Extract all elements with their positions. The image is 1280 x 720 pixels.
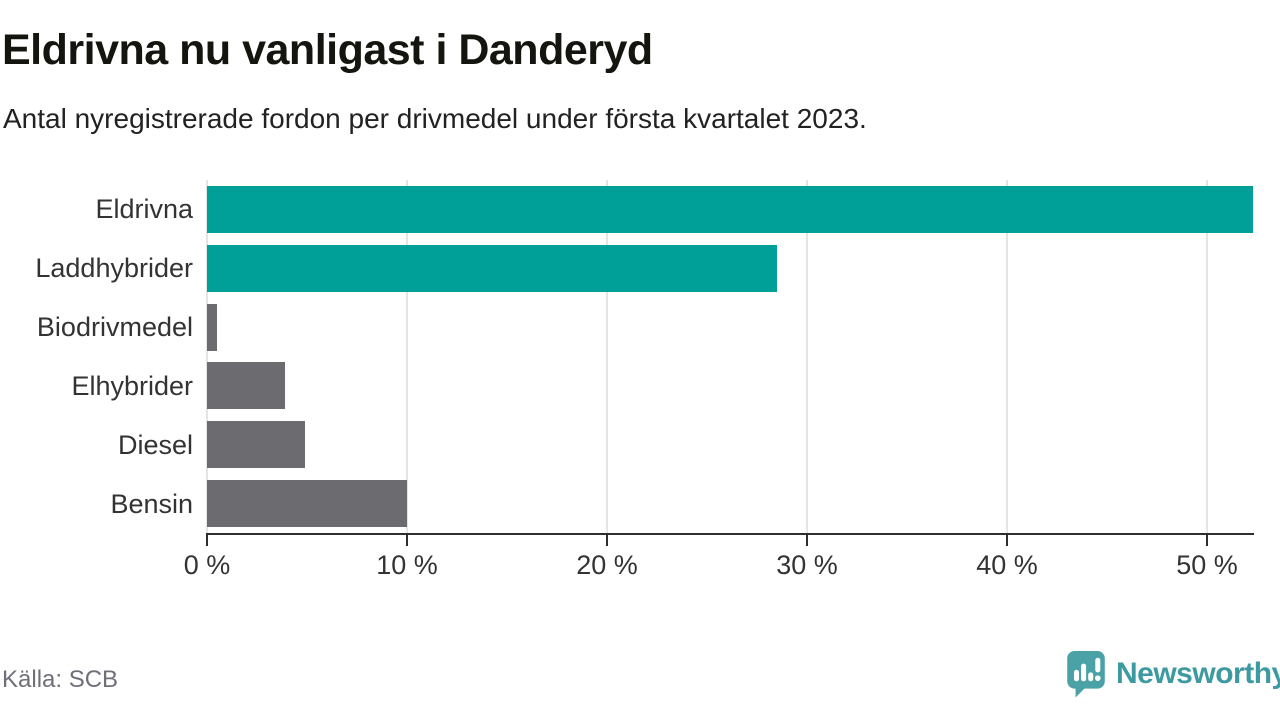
x-tick-label: 10 % [376, 550, 438, 580]
bar-bensin [207, 480, 407, 528]
x-tick [206, 535, 208, 546]
chart-title: Eldrivna nu vanligast i Danderyd [2, 26, 653, 74]
bar-diesel [207, 421, 305, 469]
x-tick [1206, 535, 1208, 546]
bar-laddhybrider [207, 244, 777, 292]
gridline [806, 180, 808, 533]
x-tick [406, 535, 408, 546]
x-tick [1006, 535, 1008, 546]
x-tick [606, 535, 608, 546]
newsworthy-icon [1067, 651, 1105, 698]
brand-name: Newsworthy [1116, 657, 1280, 690]
bar-eldrivna [207, 185, 1253, 233]
x-tick-label: 40 % [976, 550, 1038, 580]
gridline [206, 180, 208, 533]
gridline [1206, 180, 1208, 533]
x-tick-label: 50 % [1176, 550, 1238, 580]
category-label: Elhybrider [71, 370, 193, 401]
gridline [406, 180, 408, 533]
gridline [606, 180, 608, 533]
category-label: Eldrivna [95, 194, 193, 225]
chart-subtitle: Antal nyregistrerade fordon per drivmede… [3, 103, 867, 134]
category-label: Diesel [117, 429, 193, 460]
source-label: Källa: SCB [2, 666, 119, 693]
x-tick [806, 535, 808, 546]
brand-logo: Newsworthy [1066, 650, 1280, 698]
category-label: Biodrivmedel [36, 312, 193, 343]
x-tick-label: 20 % [576, 550, 638, 580]
x-tick-label: 0 % [183, 550, 231, 580]
gridline [1006, 180, 1008, 533]
plot-area [206, 180, 1253, 533]
category-label: Laddhybrider [35, 253, 193, 284]
category-label: Bensin [110, 488, 193, 519]
x-tick-label: 30 % [776, 550, 838, 580]
bar-biodrivmedel [207, 303, 217, 351]
x-axis-line [206, 533, 1254, 535]
bar-elhybrider [207, 362, 285, 410]
